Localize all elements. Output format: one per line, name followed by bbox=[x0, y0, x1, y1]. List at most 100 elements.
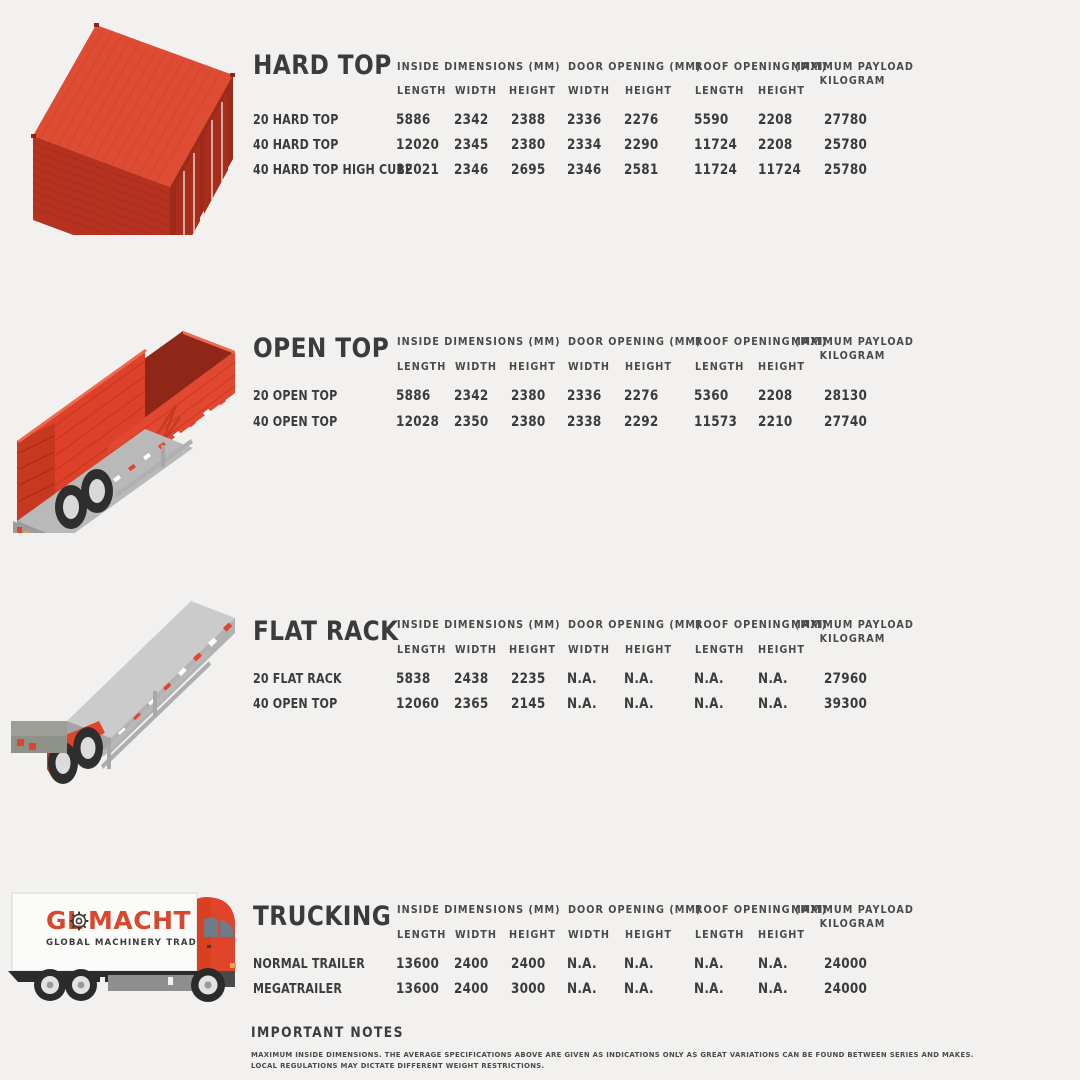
table-row: NORMAL TRAILER bbox=[253, 956, 365, 972]
cell-value: 2695 bbox=[511, 162, 546, 178]
cell-value: N.A. bbox=[758, 956, 788, 972]
cell-value: 2365 bbox=[454, 696, 489, 712]
cell-value: 2342 bbox=[454, 112, 489, 128]
cell-value: 24000 bbox=[824, 981, 868, 997]
subhead-roof-length: LENGTH bbox=[695, 361, 745, 373]
subhead-door-width: WIDTH bbox=[568, 361, 611, 373]
cell-value: N.A. bbox=[567, 981, 597, 997]
cell-value: N.A. bbox=[694, 956, 724, 972]
cell-value: 2276 bbox=[624, 112, 659, 128]
cell-value: 2346 bbox=[454, 162, 489, 178]
cell-value: 2342 bbox=[454, 388, 489, 404]
cell-value: 2346 bbox=[567, 162, 602, 178]
cell-value: N.A. bbox=[567, 696, 597, 712]
subhead-door-height: HEIGHT bbox=[625, 644, 672, 656]
notes-line-2: LOCAL REGULATIONS MAY DICTATE DIFFERENT … bbox=[251, 1061, 545, 1070]
column-group-maximum-payload: MAXIMUM PAYLOAD bbox=[791, 904, 914, 916]
cell-value: N.A. bbox=[758, 696, 788, 712]
cell-value: 2438 bbox=[454, 671, 489, 687]
cell-value: 2400 bbox=[511, 956, 546, 972]
subhead-door-width: WIDTH bbox=[568, 929, 611, 941]
column-group-payload-unit: KILOGRAM bbox=[819, 633, 886, 645]
table-row: MEGATRAILER bbox=[253, 981, 343, 997]
cell-value: 2388 bbox=[511, 112, 546, 128]
subhead-door-height: HEIGHT bbox=[625, 85, 672, 97]
cell-value: 2336 bbox=[567, 112, 602, 128]
table-row: 40 OPEN TOP bbox=[253, 696, 338, 712]
cell-value: 5360 bbox=[694, 388, 729, 404]
cell-value: 2336 bbox=[567, 388, 602, 404]
cell-value: N.A. bbox=[694, 671, 724, 687]
cell-value: 27960 bbox=[824, 671, 868, 687]
cell-value: 27740 bbox=[824, 414, 868, 430]
column-group-inside-dimensions: INSIDE DIMENSIONS (MM) bbox=[397, 904, 561, 916]
subhead-inside-length: LENGTH bbox=[397, 361, 447, 373]
cell-value: 11573 bbox=[694, 414, 738, 430]
cell-value: 2145 bbox=[511, 696, 546, 712]
subhead-door-height: HEIGHT bbox=[625, 361, 672, 373]
cell-value: 2400 bbox=[454, 956, 489, 972]
cell-value: 11724 bbox=[694, 162, 738, 178]
illustration-truck-with-trailer: GL bbox=[0, 875, 250, 1080]
cell-value: 25780 bbox=[824, 137, 868, 153]
subhead-inside-length: LENGTH bbox=[397, 644, 447, 656]
subhead-inside-height: HEIGHT bbox=[509, 361, 556, 373]
subhead-inside-width: WIDTH bbox=[455, 85, 498, 97]
cell-value: N.A. bbox=[624, 696, 654, 712]
illustration-trailer-open-top bbox=[0, 285, 250, 585]
column-group-door-opening: DOOR OPENING (MM) bbox=[568, 61, 702, 73]
subhead-roof-height: HEIGHT bbox=[758, 644, 805, 656]
section-flat-rack: FLAT RACK INSIDE DIMENSIONS (MM) DOOR OP… bbox=[0, 575, 1080, 875]
cell-value: 13600 bbox=[396, 981, 440, 997]
subhead-inside-length: LENGTH bbox=[397, 929, 447, 941]
cell-value: 2380 bbox=[511, 388, 546, 404]
subhead-roof-length: LENGTH bbox=[695, 644, 745, 656]
column-group-roof-opening: ROOF OPENING (MM) bbox=[695, 619, 828, 631]
column-group-roof-opening: ROOF OPENING (MM) bbox=[695, 336, 828, 348]
subhead-inside-width: WIDTH bbox=[455, 644, 498, 656]
column-group-roof-opening: ROOF OPENING (MM) bbox=[695, 61, 828, 73]
subhead-door-width: WIDTH bbox=[568, 644, 611, 656]
table-row: 40 HARD TOP bbox=[253, 137, 339, 153]
cell-value: N.A. bbox=[567, 671, 597, 687]
subhead-door-width: WIDTH bbox=[568, 85, 611, 97]
subhead-roof-height: HEIGHT bbox=[758, 361, 805, 373]
logo-text-part2: MACHT bbox=[88, 906, 191, 935]
cell-value: 12060 bbox=[396, 696, 440, 712]
cell-value: 2350 bbox=[454, 414, 489, 430]
subhead-inside-width: WIDTH bbox=[455, 361, 498, 373]
cell-value: 5886 bbox=[396, 388, 431, 404]
subhead-inside-height: HEIGHT bbox=[509, 929, 556, 941]
column-group-inside-dimensions: INSIDE DIMENSIONS (MM) bbox=[397, 61, 561, 73]
subhead-roof-length: LENGTH bbox=[695, 929, 745, 941]
cell-value: 5590 bbox=[694, 112, 729, 128]
cell-value: N.A. bbox=[624, 981, 654, 997]
column-group-maximum-payload: MAXIMUM PAYLOAD bbox=[791, 61, 914, 73]
cell-value: 2276 bbox=[624, 388, 659, 404]
column-group-maximum-payload: MAXIMUM PAYLOAD bbox=[791, 619, 914, 631]
cell-value: 3000 bbox=[511, 981, 546, 997]
subhead-roof-height: HEIGHT bbox=[758, 85, 805, 97]
cell-value: 39300 bbox=[824, 696, 868, 712]
illustration-trailer-flat-rack bbox=[0, 575, 250, 875]
important-notes: IMPORTANT NOTES MAXIMUM INSIDE DIMENSION… bbox=[251, 1025, 1071, 1070]
column-group-payload-unit: KILOGRAM bbox=[819, 75, 886, 87]
subhead-door-height: HEIGHT bbox=[625, 929, 672, 941]
column-group-payload-unit: KILOGRAM bbox=[819, 350, 886, 362]
cell-value: 11724 bbox=[758, 162, 802, 178]
gear-icon bbox=[69, 911, 89, 931]
section-title: OPEN TOP bbox=[253, 333, 390, 364]
cell-value: 12021 bbox=[396, 162, 440, 178]
column-group-inside-dimensions: INSIDE DIMENSIONS (MM) bbox=[397, 619, 561, 631]
section-title: HARD TOP bbox=[253, 50, 392, 81]
cell-value: 13600 bbox=[396, 956, 440, 972]
column-group-door-opening: DOOR OPENING (MM) bbox=[568, 904, 702, 916]
cell-value: 2581 bbox=[624, 162, 659, 178]
cell-value: 12020 bbox=[396, 137, 440, 153]
cell-value: 2334 bbox=[567, 137, 602, 153]
column-group-payload-unit: KILOGRAM bbox=[819, 918, 886, 930]
cell-value: N.A. bbox=[758, 671, 788, 687]
cell-value: N.A. bbox=[567, 956, 597, 972]
logo-tagline: GLOBAL MACHINERY TRADER bbox=[46, 938, 212, 948]
table-row: 20 OPEN TOP bbox=[253, 388, 338, 404]
